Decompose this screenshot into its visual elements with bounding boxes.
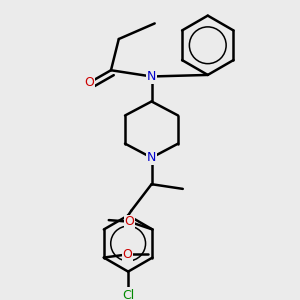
Text: N: N — [147, 151, 156, 164]
Text: O: O — [84, 76, 94, 89]
Text: Cl: Cl — [122, 289, 134, 300]
Text: N: N — [147, 70, 156, 83]
Text: O: O — [124, 215, 134, 228]
Text: O: O — [122, 248, 132, 261]
